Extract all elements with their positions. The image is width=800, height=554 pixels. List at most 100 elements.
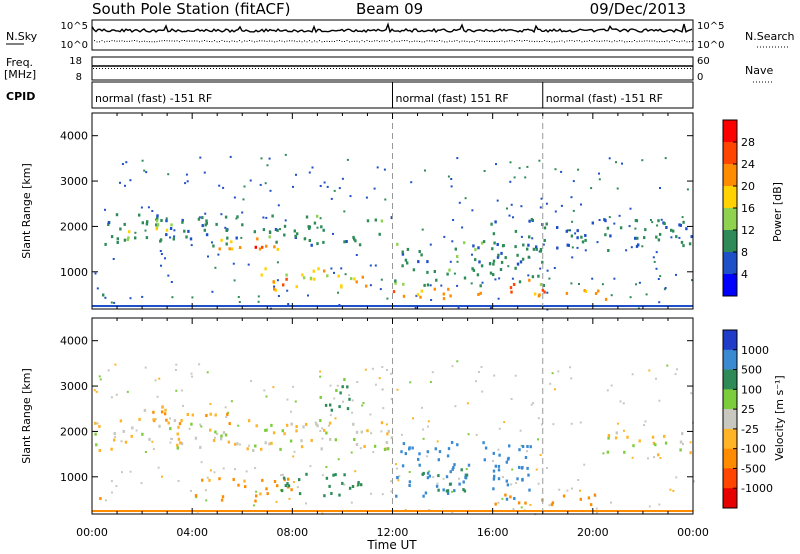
heatmap-cell <box>265 244 268 248</box>
heatmap-cell <box>690 235 693 239</box>
heatmap-cell <box>500 251 503 255</box>
heatmap-cell <box>170 281 173 283</box>
heatmap-cell <box>556 246 559 250</box>
heatmap-cell <box>381 493 384 496</box>
heatmap-cell <box>281 473 284 476</box>
noise-search-dot <box>656 41 658 43</box>
nave-dot <box>174 68 175 69</box>
noise-search-dot <box>596 40 598 42</box>
noise-search-dot <box>161 40 163 42</box>
noise-search-dot <box>136 40 138 42</box>
heatmap-cell <box>171 296 174 299</box>
heatmap-cell <box>474 248 477 252</box>
heatmap-cell <box>293 450 296 453</box>
nave-dot <box>339 68 340 69</box>
noise-search-dot <box>429 40 430 42</box>
heatmap-cell <box>245 470 248 473</box>
heatmap-cell <box>488 262 492 266</box>
heatmap-cell <box>164 257 166 260</box>
time-axis-label: Time UT <box>366 538 417 552</box>
noise-search-dot <box>131 40 133 42</box>
heatmap-cell <box>649 219 652 221</box>
heatmap-cell <box>569 229 571 232</box>
nave-dot <box>216 68 217 69</box>
heatmap-cell <box>110 235 114 239</box>
colorbar-tick-label: 20 <box>741 180 755 193</box>
noise-search-dot <box>401 40 403 42</box>
heatmap-cell <box>651 221 654 224</box>
heatmap-cell <box>443 235 446 238</box>
heatmap-cell <box>654 443 657 447</box>
heatmap-cell <box>456 255 459 258</box>
heatmap-cell <box>235 236 238 240</box>
heatmap-cell <box>286 482 289 486</box>
heatmap-cell <box>518 448 521 452</box>
heatmap-cell <box>364 368 367 371</box>
heatmap-cell <box>494 464 497 468</box>
noise-search-dot <box>244 40 245 42</box>
heatmap-cell <box>635 244 639 248</box>
nave-dot <box>93 68 94 69</box>
nave-dot <box>441 68 442 69</box>
nave-dot <box>654 68 655 69</box>
heatmap-cell <box>462 488 465 492</box>
noise-search-dot <box>624 41 625 43</box>
heatmap-cell <box>226 412 229 416</box>
noise-search-dot <box>334 41 335 42</box>
heatmap-cell <box>348 397 351 401</box>
nave-dot <box>621 68 622 69</box>
heatmap-cell <box>238 246 242 249</box>
heatmap-cell <box>396 476 399 480</box>
heatmap-cell <box>262 216 265 219</box>
heatmap-cell <box>177 425 180 429</box>
noise-search-dot <box>601 40 603 42</box>
heatmap-cell <box>595 507 598 510</box>
heatmap-cell <box>450 185 453 188</box>
heatmap-cell <box>658 232 662 236</box>
nave-dot <box>405 68 406 69</box>
noise-search-dot <box>314 40 315 42</box>
noise-search-dot <box>411 41 413 43</box>
noise-trace <box>91 22 693 43</box>
heatmap-cell <box>351 485 355 488</box>
nave-dot <box>432 68 433 69</box>
nave-dot <box>558 68 559 69</box>
heatmap-cell <box>465 473 469 477</box>
heatmap-cell <box>420 253 423 257</box>
heatmap-cell <box>155 227 158 231</box>
heatmap-cell <box>528 488 531 492</box>
nave-dot <box>183 68 184 69</box>
nave-dot <box>159 68 160 69</box>
heatmap-cell <box>497 253 500 257</box>
noise-search-dot <box>184 40 185 41</box>
heatmap-cell <box>518 465 521 469</box>
noise-search-dot <box>311 41 313 43</box>
heatmap-cell <box>456 260 459 263</box>
nave-dot <box>135 68 136 69</box>
heatmap-cell <box>279 228 281 231</box>
heatmap-cell <box>319 370 322 373</box>
heatmap-cell <box>497 468 501 472</box>
noise-search-dot <box>166 40 168 42</box>
nave-dot <box>240 68 241 69</box>
heatmap-cell <box>259 183 262 186</box>
noise-search-dot <box>254 41 255 43</box>
heatmap-cell <box>155 219 159 223</box>
heatmap-cell <box>401 264 404 268</box>
heatmap-cell <box>479 291 482 295</box>
heatmap-cell <box>205 499 208 502</box>
heatmap-cell <box>183 229 186 233</box>
noise-left-tick-top: 10^5 <box>61 21 88 32</box>
noise-search-dot <box>669 41 670 43</box>
heatmap-cell <box>472 268 476 272</box>
noise-search-dot <box>521 40 523 42</box>
heatmap-cell <box>338 405 341 409</box>
heatmap-cell <box>94 421 97 425</box>
nave-dot <box>354 68 355 69</box>
heatmap-cell <box>247 419 251 423</box>
heatmap-cell <box>295 285 298 289</box>
noise-search-dot <box>479 40 480 42</box>
heatmap-cell <box>426 476 430 480</box>
heatmap-cell <box>386 432 389 436</box>
heatmap-cell <box>535 468 538 471</box>
